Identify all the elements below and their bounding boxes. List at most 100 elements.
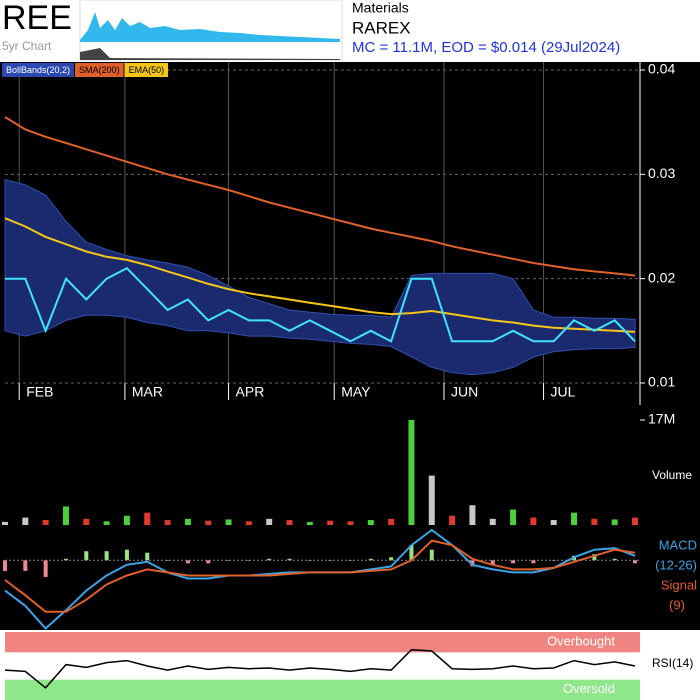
series-line	[4, 539, 636, 613]
volume-bar	[184, 518, 191, 525]
y-tick-label: 17M	[648, 411, 675, 427]
volume-bar	[489, 518, 496, 525]
volume-bar	[408, 420, 415, 525]
y-tick-label: 0.04	[648, 61, 675, 77]
macd-histogram	[165, 560, 170, 561]
macd-histogram	[389, 557, 394, 561]
sector: Materials	[352, 0, 409, 16]
volume-bar	[530, 517, 537, 525]
series-line	[4, 116, 636, 277]
volume-bar	[367, 520, 374, 525]
volume-bar	[388, 518, 395, 525]
legend-item: SMA(200)	[75, 63, 124, 77]
zone-label: Oversold	[563, 681, 615, 696]
y-tick-label: 0.01	[648, 374, 675, 390]
volume-bar	[83, 518, 90, 525]
volume-bar	[611, 519, 618, 525]
legend-name: Signal	[661, 577, 697, 592]
volume-bar	[42, 520, 49, 525]
company-name: RAREX	[352, 18, 411, 37]
bollinger-band	[4, 178, 636, 376]
volume-bar	[164, 520, 171, 525]
macd-histogram	[368, 558, 373, 561]
x-tick-label: MAY	[341, 384, 371, 400]
macd-histogram	[206, 560, 211, 564]
volume-bar	[510, 509, 517, 525]
volume-bar	[266, 518, 273, 525]
volume-bar	[571, 512, 578, 525]
macd-histogram	[531, 560, 536, 564]
macd-histogram	[267, 558, 272, 561]
macd-histogram	[450, 560, 455, 561]
macd-histogram	[124, 549, 129, 561]
macd-histogram	[23, 560, 28, 571]
volume-bar	[306, 521, 313, 525]
series-line	[5, 266, 636, 343]
y-axis-label: RSI(14)	[652, 656, 693, 670]
thumbnail	[79, 0, 343, 61]
legend-item: BollBands(20,2)	[2, 63, 75, 77]
zone-label: Overbought	[547, 634, 615, 649]
macd-histogram	[63, 558, 68, 561]
volume-bar	[632, 517, 638, 525]
y-axis-label: Volume	[652, 468, 692, 482]
volume-bar	[22, 517, 29, 525]
thumbnail-area	[80, 12, 340, 42]
macd-histogram	[511, 560, 516, 564]
macd-histogram	[592, 554, 597, 561]
volume-bar	[327, 520, 334, 525]
macd-histogram	[43, 560, 48, 577]
legend-swatch	[2, 63, 75, 77]
volume-bar	[205, 520, 212, 525]
volume-bar	[449, 515, 456, 525]
volume-bar	[428, 475, 435, 525]
x-tick-label: MAR	[132, 384, 163, 400]
volume-bar	[144, 512, 151, 525]
macd-histogram	[3, 560, 7, 571]
macd-histogram	[633, 560, 637, 564]
y-tick-label: 0.02	[648, 269, 675, 285]
legend-item: EMA(50)	[124, 63, 169, 77]
volume-bar	[2, 521, 8, 525]
legend-params: (12-26)	[655, 557, 697, 572]
macd-histogram	[287, 558, 292, 561]
macd-histogram	[185, 560, 190, 564]
y-tick-label: 0.03	[648, 165, 675, 181]
zone	[5, 632, 640, 653]
x-tick-label: FEB	[26, 384, 53, 400]
macd-histogram	[490, 560, 495, 565]
macd-histogram	[409, 545, 414, 561]
macd-histogram	[84, 551, 89, 561]
legend-swatch	[75, 63, 124, 77]
legend-params: (9)	[669, 597, 685, 612]
volume-bar	[550, 520, 557, 525]
volume-bar	[225, 519, 232, 525]
macd-histogram	[612, 558, 617, 561]
volume-bar	[123, 515, 130, 525]
series-line	[4, 217, 636, 333]
volume-bar	[245, 521, 252, 525]
ticker: REE	[2, 0, 72, 37]
series-line	[4, 648, 636, 689]
zone	[5, 679, 640, 700]
macd-histogram	[470, 560, 475, 567]
macd-histogram	[246, 560, 251, 561]
legend-swatch	[124, 63, 169, 77]
macd-histogram	[104, 551, 109, 561]
rsi-mid	[5, 652, 640, 680]
x-tick-label: JUN	[451, 384, 478, 400]
volume-bar	[469, 505, 476, 525]
volume-bar	[591, 518, 598, 525]
legend-label: BollBands(20,2)	[6, 65, 70, 75]
thumbnail-label: 5yr Chart	[2, 39, 52, 53]
volume-bar	[62, 506, 69, 525]
volume-bar	[286, 520, 293, 525]
volume-bar	[347, 521, 354, 525]
macd-histogram	[226, 560, 231, 561]
legend-label: SMA(200)	[79, 65, 120, 75]
x-tick-label: APR	[236, 384, 265, 400]
macd-histogram	[429, 549, 434, 561]
stats: MC = 11.1M, EOD = $0.014 (29Jul2024)	[352, 39, 620, 56]
macd-histogram	[145, 552, 150, 561]
